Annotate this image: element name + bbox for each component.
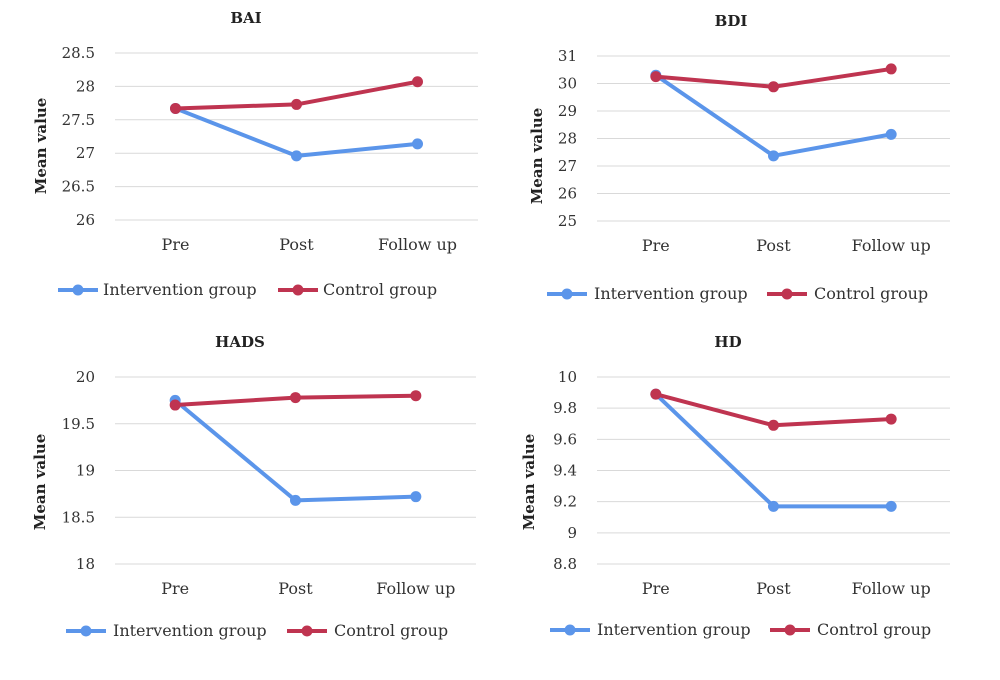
y-tick-label: 18 bbox=[76, 555, 95, 573]
y-axis-label: Mean value bbox=[528, 108, 546, 205]
series-line-intervention-group bbox=[173, 398, 418, 503]
legend-marker-control-group bbox=[292, 284, 304, 296]
legend-marker-control-group bbox=[784, 624, 796, 636]
y-tick-label: 10 bbox=[558, 368, 577, 386]
legend-label: Intervention group bbox=[594, 284, 748, 303]
chart-panel-hads: HADS Mean value 18 18.5 19 19.5 20 Pre Post Follo… bbox=[31, 333, 476, 640]
y-tick-label: 29 bbox=[558, 102, 577, 120]
legend-label: Intervention group bbox=[113, 621, 267, 640]
series-line-intervention-group bbox=[653, 392, 894, 509]
y-axis-label: Mean value bbox=[32, 98, 50, 195]
legend-label: Control group bbox=[334, 621, 448, 640]
data-point-intervention-group bbox=[768, 500, 779, 512]
y-tick-label: 9.8 bbox=[553, 399, 577, 417]
legend-marker-intervention-group bbox=[561, 288, 573, 300]
chart-title: BAI bbox=[230, 9, 261, 27]
y-tick-label: 9.6 bbox=[553, 430, 577, 448]
legend-label: Control group bbox=[323, 280, 437, 299]
legend-label: Intervention group bbox=[597, 620, 751, 639]
data-point-intervention-group bbox=[291, 150, 302, 162]
data-point-control-group bbox=[650, 388, 662, 400]
data-point-intervention-group bbox=[768, 150, 779, 162]
x-tick-label: Post bbox=[279, 235, 314, 254]
data-point-control-group bbox=[170, 102, 181, 114]
legend-marker-intervention-group bbox=[564, 624, 576, 636]
legend-label: Control group bbox=[817, 620, 931, 639]
data-point-control-group bbox=[885, 63, 897, 75]
data-point-control-group bbox=[410, 390, 422, 402]
y-tick-label: 9.2 bbox=[553, 493, 577, 511]
data-point-control-group bbox=[290, 392, 301, 404]
y-tick-label: 27 bbox=[558, 157, 577, 175]
y-tick-label: 27 bbox=[76, 144, 95, 162]
y-tick-label: 31 bbox=[558, 47, 577, 65]
chart-title: HD bbox=[714, 333, 741, 351]
y-tick-label: 19.5 bbox=[62, 415, 95, 433]
legend-label: Intervention group bbox=[103, 280, 257, 299]
data-point-control-group bbox=[291, 98, 302, 110]
data-point-intervention-group bbox=[290, 494, 301, 506]
chart-title: BDI bbox=[715, 12, 748, 30]
y-tick-label: 27.5 bbox=[62, 111, 95, 129]
data-point-intervention-group bbox=[885, 500, 897, 512]
x-tick-label: Post bbox=[278, 579, 313, 598]
x-tick-label: Pre bbox=[162, 235, 190, 254]
y-tick-label: 26.5 bbox=[62, 178, 95, 196]
x-tick-label: Pre bbox=[642, 236, 670, 255]
y-tick-label: 28.5 bbox=[62, 44, 95, 62]
data-point-control-group bbox=[412, 76, 423, 88]
x-tick-label: Follow up bbox=[852, 579, 931, 598]
legend-marker-intervention-group bbox=[80, 625, 92, 637]
y-tick-label: 26 bbox=[558, 185, 577, 203]
chart-panel-bai: BAI Mean value 26 26.5 27 27.5 28 28.5 Pre Post Fo… bbox=[32, 9, 478, 299]
y-tick-label: 30 bbox=[558, 75, 577, 93]
y-tick-label: 18.5 bbox=[62, 508, 95, 526]
x-tick-label: Pre bbox=[642, 579, 670, 598]
legend-label: Control group bbox=[814, 284, 928, 303]
y-tick-label: 25 bbox=[558, 212, 577, 230]
y-tick-label: 26 bbox=[76, 211, 95, 229]
y-tick-label: 20 bbox=[76, 368, 95, 386]
x-tick-label: Follow up bbox=[378, 235, 457, 254]
x-tick-label: Follow up bbox=[376, 579, 455, 598]
legend-marker-control-group bbox=[301, 625, 313, 637]
data-point-intervention-group bbox=[885, 128, 897, 140]
data-point-control-group bbox=[169, 399, 181, 411]
legend-marker-intervention-group bbox=[72, 284, 84, 296]
y-tick-label: 28 bbox=[76, 77, 95, 95]
x-tick-label: Post bbox=[756, 579, 791, 598]
data-point-control-group bbox=[650, 71, 662, 83]
chart-panel-bdi: BDI Mean value 25 26 27 28 29 30 31 Pre Post Follow… bbox=[528, 12, 950, 303]
y-tick-label: 9.4 bbox=[553, 462, 577, 480]
x-tick-label: Post bbox=[756, 236, 791, 255]
y-tick-label: 8.8 bbox=[553, 555, 577, 573]
chart-panel-hd: HD Mean value 8.8 9 9.2 9.4 9.6 9.8 10 Pre Post Fol… bbox=[520, 333, 950, 639]
series-line-intervention-group bbox=[173, 106, 420, 158]
data-point-control-group bbox=[768, 419, 779, 431]
y-tick-label: 19 bbox=[76, 462, 95, 480]
y-tick-label: 28 bbox=[558, 130, 577, 148]
chart-title: HADS bbox=[215, 333, 265, 351]
data-point-control-group bbox=[768, 81, 779, 93]
legend-marker-control-group bbox=[781, 288, 793, 300]
y-axis-label: Mean value bbox=[31, 434, 49, 531]
y-tick-label: 9 bbox=[567, 524, 577, 542]
y-axis-label: Mean value bbox=[520, 434, 538, 531]
data-point-intervention-group bbox=[410, 491, 422, 503]
data-point-intervention-group bbox=[412, 138, 423, 150]
data-point-control-group bbox=[885, 413, 897, 425]
x-tick-label: Pre bbox=[161, 579, 189, 598]
x-tick-label: Follow up bbox=[852, 236, 931, 255]
